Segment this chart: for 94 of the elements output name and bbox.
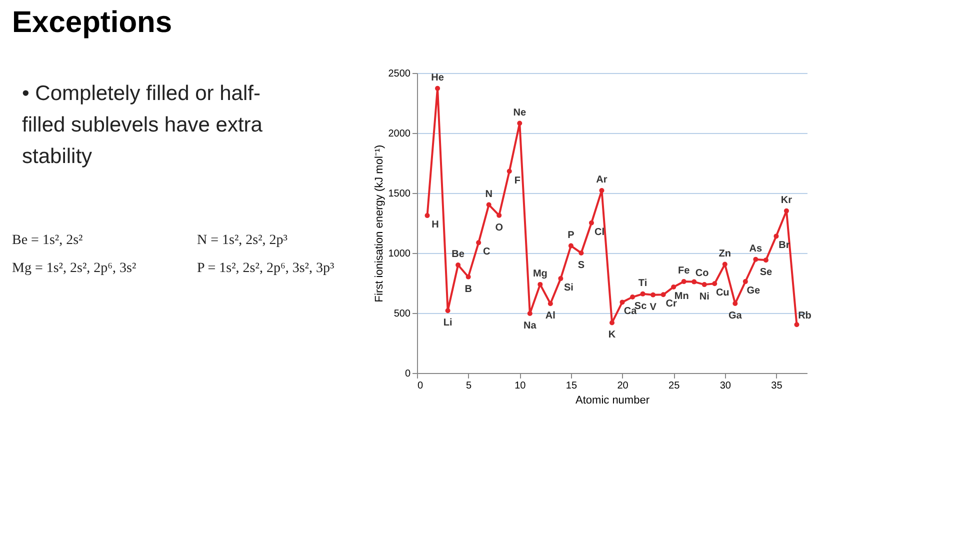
point (558, 276, 564, 282)
point (732, 301, 738, 306)
x-tick-label: 0 (418, 380, 424, 392)
annotation: Fe (678, 266, 690, 277)
point (517, 120, 522, 126)
point (712, 281, 718, 286)
annotation: Na (523, 320, 537, 332)
annotation: Ti (638, 278, 648, 289)
annotation: He (431, 72, 444, 84)
point (763, 258, 768, 263)
annotation: Ar (596, 174, 608, 186)
point (506, 168, 512, 174)
point (630, 294, 636, 300)
annotation: V (650, 302, 657, 313)
annotation: Se (760, 267, 772, 278)
text: • Completely filled or half-filled sublevels have extra stability (22, 82, 263, 168)
point (640, 291, 646, 296)
annotation: Ni (699, 292, 710, 303)
point (496, 212, 502, 218)
text: N = 1s², 2s², 2p³ (197, 233, 288, 248)
point (578, 250, 584, 256)
annotation: Zn (718, 248, 732, 260)
annotation: K (608, 330, 616, 341)
x-tick-label: 10 (514, 380, 526, 392)
annotation: As (749, 243, 763, 254)
point (445, 308, 450, 314)
point (692, 279, 697, 284)
x-tick-label: 5 (466, 380, 472, 392)
point (650, 292, 656, 298)
point (599, 188, 604, 193)
point (476, 240, 482, 246)
point (527, 310, 532, 316)
point (722, 262, 728, 267)
annotation: Li (443, 318, 452, 329)
y-tick-label: 500 (394, 308, 411, 320)
point (435, 86, 440, 91)
annotation: Cu (716, 288, 730, 299)
annotation: Cr (666, 298, 677, 310)
annotation: C (482, 246, 490, 258)
point (742, 279, 748, 284)
point (538, 282, 543, 287)
y-tick-label: 0 (404, 368, 411, 380)
text: P = 1s², 2s², 2p⁶, 3s², 3p³ (197, 261, 334, 276)
annotation: Kr (780, 194, 792, 206)
annotation: Ga (728, 310, 742, 322)
point (702, 282, 707, 288)
point (456, 262, 461, 268)
annotation: Al (545, 310, 556, 322)
annotation: H (432, 220, 439, 231)
annotation: S (578, 260, 585, 271)
point (466, 274, 471, 280)
x-axis-title: Atomic number (576, 394, 650, 406)
y-axis-title: First ionisation energy (kJ mol⁻¹) (373, 144, 386, 302)
point (671, 284, 676, 290)
annotation: Ca (624, 306, 638, 318)
text: Mg = 1s², 2s², 2p⁶, 3s² (12, 261, 136, 276)
annotation: Rb (798, 310, 812, 322)
point (784, 208, 789, 214)
point (681, 279, 686, 284)
annotation: Mn (674, 290, 689, 302)
point (774, 234, 779, 239)
point (620, 300, 625, 305)
point (660, 292, 666, 298)
annotation: B (464, 284, 472, 295)
annotation: Cl (594, 226, 605, 238)
point (424, 213, 430, 218)
text: Exceptions (12, 6, 172, 39)
annotation: Be (452, 249, 465, 260)
x-tick-label: 15 (566, 380, 578, 392)
x-tick-label: 30 (720, 380, 732, 392)
annotation: F (514, 175, 520, 186)
annotation: Ge (746, 286, 761, 297)
y-tick-label: 2000 (388, 128, 411, 140)
point (568, 243, 574, 248)
point (588, 220, 594, 226)
annotation: Si (564, 282, 574, 294)
x-tick-label: 35 (771, 380, 783, 392)
annotation: Mg (532, 268, 548, 280)
x-tick-label: 20 (617, 380, 629, 392)
annotation: N (485, 188, 492, 200)
point (548, 301, 553, 306)
annotation: Co (695, 268, 709, 279)
x-tick-label: 25 (668, 380, 680, 392)
y-tick-label: 1500 (388, 188, 411, 200)
text: Be = 1s², 2s² (12, 233, 83, 248)
point (794, 322, 800, 328)
y-tick-label: 2500 (388, 68, 411, 80)
y-tick-label: 1000 (388, 248, 411, 260)
annotation: Ne (513, 107, 526, 118)
annotation: O (495, 222, 504, 234)
point (486, 202, 492, 208)
point (753, 256, 758, 262)
point (610, 320, 614, 326)
annotation: P (568, 230, 575, 241)
